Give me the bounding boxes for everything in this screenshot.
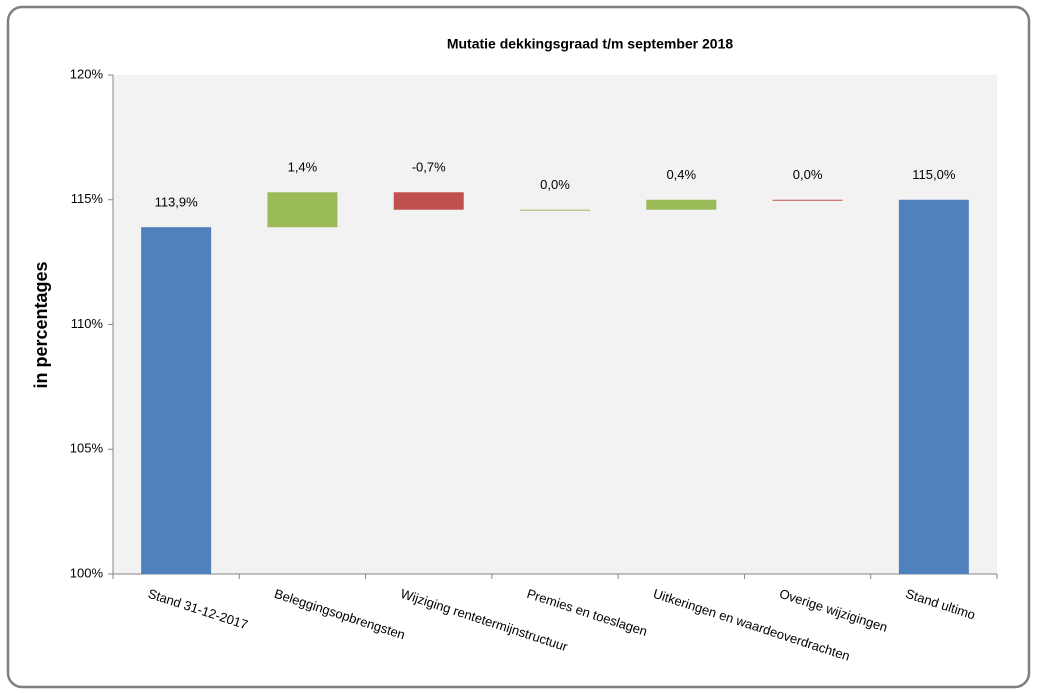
bar — [393, 192, 464, 210]
y-tick-label: 120% — [70, 66, 104, 81]
bar — [898, 199, 969, 574]
value-label: 1,4% — [288, 160, 318, 175]
y-tick-label: 100% — [70, 565, 104, 580]
bar — [267, 192, 338, 228]
bar — [646, 199, 717, 210]
y-tick-label: 115% — [71, 191, 104, 206]
y-tick-label: 105% — [70, 441, 104, 456]
y-tick-label: 110% — [71, 316, 104, 331]
chart-title: Mutatie dekkingsgraad t/m september 2018 — [447, 36, 734, 52]
value-label: 0,4% — [666, 167, 696, 182]
value-label: -0,7% — [412, 160, 446, 175]
value-label: 0,0% — [540, 177, 570, 192]
y-axis-label: in percentages — [31, 261, 51, 388]
plot-area — [113, 75, 997, 574]
value-label: 113,9% — [155, 195, 199, 210]
bar — [520, 209, 590, 211]
bar — [772, 199, 843, 201]
value-label: 0,0% — [793, 167, 823, 182]
value-label: 115,0% — [912, 167, 956, 182]
bar — [141, 227, 212, 574]
